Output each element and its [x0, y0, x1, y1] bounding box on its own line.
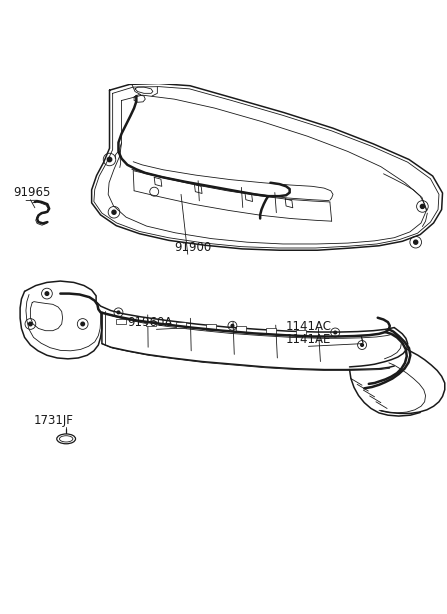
- Ellipse shape: [57, 434, 76, 444]
- Text: 1141AE: 1141AE: [286, 333, 332, 346]
- Text: 1141AC: 1141AC: [286, 320, 332, 333]
- Circle shape: [117, 311, 120, 314]
- FancyBboxPatch shape: [176, 322, 186, 328]
- Text: 91900: 91900: [174, 241, 211, 254]
- Circle shape: [107, 157, 112, 161]
- Circle shape: [45, 292, 49, 295]
- Circle shape: [29, 322, 32, 326]
- Text: 91960A: 91960A: [127, 316, 173, 329]
- FancyBboxPatch shape: [266, 328, 276, 333]
- Ellipse shape: [59, 436, 73, 442]
- Circle shape: [81, 322, 84, 326]
- Circle shape: [413, 240, 418, 244]
- Circle shape: [334, 331, 337, 334]
- FancyBboxPatch shape: [206, 324, 215, 330]
- Text: 1731JF: 1731JF: [34, 414, 73, 427]
- FancyBboxPatch shape: [116, 319, 126, 324]
- Circle shape: [361, 344, 363, 346]
- Text: 91965: 91965: [13, 186, 51, 199]
- FancyBboxPatch shape: [296, 330, 306, 335]
- FancyBboxPatch shape: [146, 321, 156, 326]
- Circle shape: [112, 210, 116, 214]
- FancyBboxPatch shape: [236, 326, 246, 332]
- Circle shape: [420, 204, 425, 209]
- Circle shape: [231, 324, 234, 327]
